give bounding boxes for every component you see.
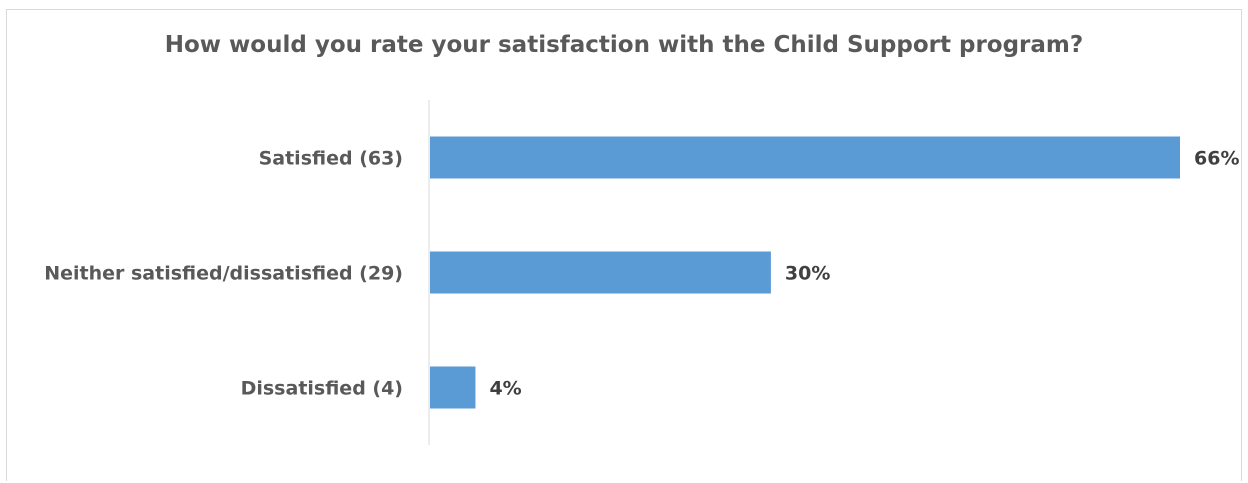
category-label: Neither satisfied/dissatisfied (29)	[44, 263, 403, 285]
chart-title: How would you rate your satisfaction wit…	[164, 32, 1084, 58]
category-label: Dissatisfied (4)	[241, 378, 403, 400]
bar	[430, 136, 1180, 179]
bar	[430, 251, 771, 294]
value-label: 30%	[785, 263, 830, 285]
chart-frame	[6, 9, 1242, 481]
value-label: 66%	[1194, 148, 1239, 170]
category-label: Satisfied (63)	[259, 148, 403, 170]
value-label: 4%	[489, 378, 521, 400]
bar	[430, 366, 476, 409]
